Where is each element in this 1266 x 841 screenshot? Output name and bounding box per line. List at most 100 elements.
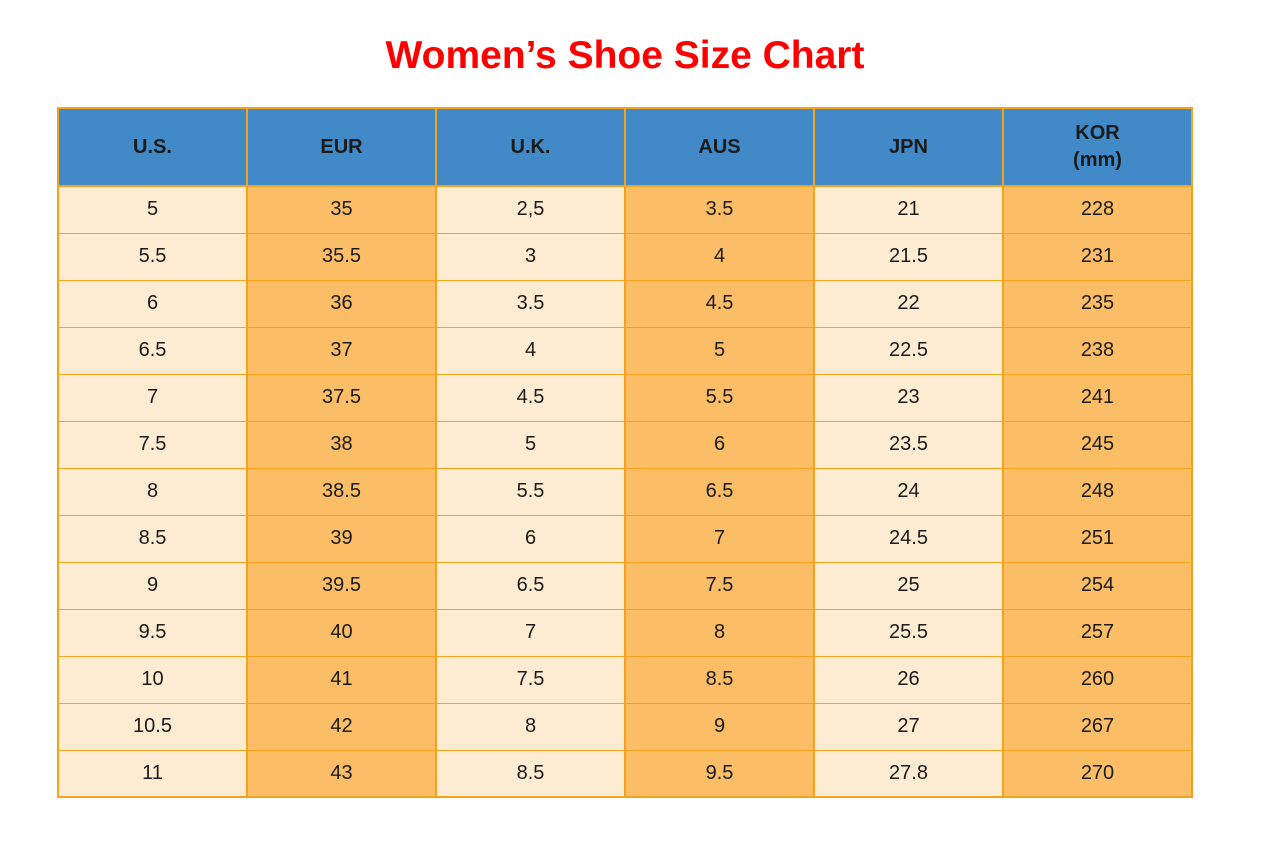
table-cell-uk: 6.5 xyxy=(435,561,626,610)
table-cell-jpn: 21.5 xyxy=(813,232,1004,281)
table-cell-us: 6.5 xyxy=(57,326,248,375)
table-cell-eur: 42 xyxy=(246,702,437,751)
table-row: 9.5 40 7 8 25.5 257 xyxy=(57,608,1193,657)
table-cell-jpn: 22 xyxy=(813,279,1004,328)
table-cell-us: 7.5 xyxy=(57,420,248,469)
table-row: 8.5 39 6 7 24.5 251 xyxy=(57,514,1193,563)
table-cell-aus: 4 xyxy=(624,232,815,281)
table-cell-eur: 37.5 xyxy=(246,373,437,422)
table-cell-uk: 3.5 xyxy=(435,279,626,328)
table-cell-kor: 228 xyxy=(1002,185,1193,234)
table-header-row: U.S. EUR U.K. AUS JPN KOR (mm) xyxy=(57,107,1193,187)
table-cell-aus: 7.5 xyxy=(624,561,815,610)
table-cell-kor: 260 xyxy=(1002,655,1193,704)
table-cell-aus: 5.5 xyxy=(624,373,815,422)
table-cell-jpn: 23.5 xyxy=(813,420,1004,469)
column-header-kor: KOR (mm) xyxy=(1002,107,1193,187)
table-cell-aus: 6.5 xyxy=(624,467,815,516)
column-header-line: AUS xyxy=(698,135,741,158)
table-cell-aus: 7 xyxy=(624,514,815,563)
size-table-head: U.S. EUR U.K. AUS JPN KOR (mm) xyxy=(57,107,1193,187)
table-cell-us: 10 xyxy=(57,655,248,704)
table-cell-uk: 6 xyxy=(435,514,626,563)
table-cell-aus: 4.5 xyxy=(624,279,815,328)
table-cell-uk: 7.5 xyxy=(435,655,626,704)
table-row: 10 41 7.5 8.5 26 260 xyxy=(57,655,1193,704)
table-cell-jpn: 21 xyxy=(813,185,1004,234)
table-cell-jpn: 27 xyxy=(813,702,1004,751)
table-cell-aus: 9 xyxy=(624,702,815,751)
table-cell-uk: 2,5 xyxy=(435,185,626,234)
table-cell-jpn: 27.8 xyxy=(813,749,1004,798)
table-cell-uk: 5 xyxy=(435,420,626,469)
table-cell-jpn: 26 xyxy=(813,655,1004,704)
table-row: 7 37.5 4.5 5.5 23 241 xyxy=(57,373,1193,422)
table-row: 5.5 35.5 3 4 21.5 231 xyxy=(57,232,1193,281)
table-cell-kor: 245 xyxy=(1002,420,1193,469)
table-cell-kor: 241 xyxy=(1002,373,1193,422)
size-table: U.S. EUR U.K. AUS JPN KOR (mm) 5 35 2,5 3.5 21 228 5… xyxy=(57,107,1193,798)
table-cell-eur: 41 xyxy=(246,655,437,704)
column-header-line: U.S. xyxy=(133,135,172,158)
table-row: 6 36 3.5 4.5 22 235 xyxy=(57,279,1193,328)
column-header-line: (mm) xyxy=(1073,149,1122,171)
size-table-body: 5 35 2,5 3.5 21 228 5.5 35.5 3 4 21.5 231 6 36 3.5 4.5 2… xyxy=(57,185,1193,798)
table-cell-eur: 37 xyxy=(246,326,437,375)
table-cell-us: 8 xyxy=(57,467,248,516)
table-cell-aus: 5 xyxy=(624,326,815,375)
column-header-line: U.K. xyxy=(510,135,551,158)
table-cell-aus: 9.5 xyxy=(624,749,815,798)
table-cell-kor: 235 xyxy=(1002,279,1193,328)
table-cell-kor: 267 xyxy=(1002,702,1193,751)
table-cell-us: 5.5 xyxy=(57,232,248,281)
table-cell-us: 8.5 xyxy=(57,514,248,563)
column-header-eur: EUR xyxy=(246,107,437,187)
table-cell-us: 7 xyxy=(57,373,248,422)
table-cell-us: 10.5 xyxy=(57,702,248,751)
column-header-uk: U.K. xyxy=(435,107,626,187)
column-header-line: KOR xyxy=(1075,122,1120,144)
table-cell-eur: 35.5 xyxy=(246,232,437,281)
table-cell-us: 11 xyxy=(57,749,248,798)
table-row: 6.5 37 4 5 22.5 238 xyxy=(57,326,1193,375)
table-cell-kor: 270 xyxy=(1002,749,1193,798)
page-title: Women’s Shoe Size Chart xyxy=(385,34,865,77)
table-cell-eur: 36 xyxy=(246,279,437,328)
table-cell-eur: 43 xyxy=(246,749,437,798)
table-cell-eur: 35 xyxy=(246,185,437,234)
table-cell-jpn: 24 xyxy=(813,467,1004,516)
table-cell-kor: 231 xyxy=(1002,232,1193,281)
table-row: 7.5 38 5 6 23.5 245 xyxy=(57,420,1193,469)
table-cell-jpn: 25 xyxy=(813,561,1004,610)
table-row: 10.5 42 8 9 27 267 xyxy=(57,702,1193,751)
table-cell-aus: 8.5 xyxy=(624,655,815,704)
table-cell-eur: 39 xyxy=(246,514,437,563)
column-header-aus: AUS xyxy=(624,107,815,187)
table-cell-aus: 3.5 xyxy=(624,185,815,234)
table-cell-kor: 238 xyxy=(1002,326,1193,375)
column-header-line: EUR xyxy=(320,135,363,158)
column-header-jpn: JPN xyxy=(813,107,1004,187)
table-cell-us: 5 xyxy=(57,185,248,234)
table-cell-uk: 7 xyxy=(435,608,626,657)
column-header-us: U.S. xyxy=(57,107,248,187)
table-cell-uk: 4 xyxy=(435,326,626,375)
table-cell-aus: 8 xyxy=(624,608,815,657)
table-row: 11 43 8.5 9.5 27.8 270 xyxy=(57,749,1193,798)
table-cell-eur: 40 xyxy=(246,608,437,657)
table-cell-uk: 5.5 xyxy=(435,467,626,516)
table-cell-kor: 251 xyxy=(1002,514,1193,563)
table-cell-eur: 39.5 xyxy=(246,561,437,610)
table-row: 9 39.5 6.5 7.5 25 254 xyxy=(57,561,1193,610)
column-header-line: JPN xyxy=(889,135,928,158)
table-cell-aus: 6 xyxy=(624,420,815,469)
table-cell-kor: 248 xyxy=(1002,467,1193,516)
table-cell-kor: 257 xyxy=(1002,608,1193,657)
table-cell-jpn: 24.5 xyxy=(813,514,1004,563)
table-cell-uk: 3 xyxy=(435,232,626,281)
table-cell-uk: 8.5 xyxy=(435,749,626,798)
table-cell-jpn: 25.5 xyxy=(813,608,1004,657)
table-cell-kor: 254 xyxy=(1002,561,1193,610)
table-cell-us: 6 xyxy=(57,279,248,328)
table-row: 5 35 2,5 3.5 21 228 xyxy=(57,185,1193,234)
